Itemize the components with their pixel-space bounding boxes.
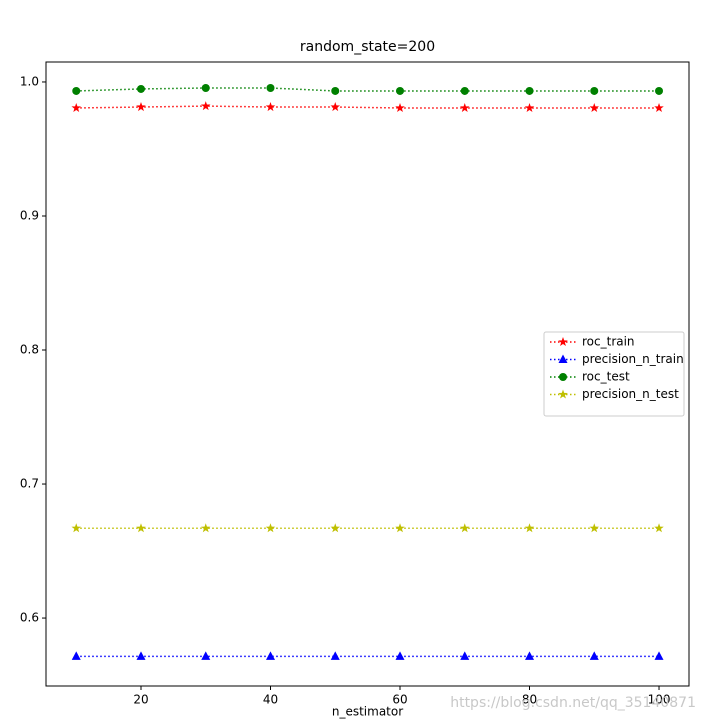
- marker: [71, 523, 81, 533]
- y-tick-label: 0.8: [20, 343, 39, 357]
- marker: [72, 86, 81, 95]
- marker: [396, 86, 405, 95]
- marker: [330, 523, 341, 533]
- marker: [200, 101, 211, 111]
- marker: [558, 337, 568, 347]
- x-axis-label: n_estimator: [332, 705, 403, 719]
- marker: [460, 102, 470, 113]
- marker: [395, 651, 405, 660]
- chart-title: random_state=200: [300, 39, 435, 55]
- marker: [330, 651, 340, 660]
- legend-label: roc_test: [582, 370, 630, 384]
- marker: [136, 523, 146, 533]
- marker: [460, 523, 470, 533]
- marker: [558, 354, 568, 363]
- marker: [460, 651, 470, 660]
- y-tick-label: 0.7: [20, 477, 39, 491]
- marker: [655, 86, 664, 95]
- marker: [559, 373, 567, 381]
- marker: [201, 651, 211, 660]
- marker: [654, 523, 664, 533]
- marker: [524, 523, 535, 533]
- marker: [654, 102, 664, 113]
- marker: [525, 86, 534, 95]
- x-tick-label: 80: [522, 693, 537, 707]
- y-tick-label: 0.9: [20, 208, 39, 222]
- x-tick-label: 100: [648, 693, 671, 707]
- marker: [136, 84, 145, 93]
- marker: [330, 102, 341, 112]
- marker: [589, 102, 600, 113]
- legend: roc_train precision_n_train roc_testprecis…: [543, 331, 685, 417]
- marker: [71, 651, 81, 660]
- marker: [589, 523, 600, 533]
- marker: [201, 84, 210, 92]
- marker: [590, 86, 599, 95]
- marker: [524, 102, 535, 113]
- x-tick-label: 20: [133, 693, 148, 707]
- plot-frame: [45, 61, 690, 687]
- marker: [136, 102, 146, 112]
- legend-label: precision_n_test: [582, 387, 679, 401]
- marker: [525, 651, 535, 660]
- marker: [265, 102, 276, 112]
- x-tick-label: 60: [392, 693, 407, 707]
- marker: [654, 651, 664, 660]
- marker: [71, 102, 81, 113]
- marker: [266, 84, 275, 92]
- y-tick-label: 0.6: [20, 611, 39, 625]
- marker: [460, 86, 469, 95]
- y-tick-label: 1.0: [20, 74, 39, 88]
- watermark: https://blog.csdn.net/qq_35140871: [450, 695, 696, 711]
- legend-label: roc_train: [582, 335, 635, 349]
- marker: [395, 102, 405, 113]
- series-line: [76, 87, 660, 92]
- marker: [331, 86, 340, 95]
- legend-box: [543, 331, 685, 417]
- marker: [265, 523, 276, 533]
- legend-label: precision_n_train: [582, 352, 684, 366]
- marker: [395, 523, 405, 533]
- marker: [558, 389, 568, 399]
- x-tick-label: 40: [263, 693, 278, 707]
- marker: [200, 523, 211, 533]
- series-line: [76, 105, 660, 109]
- marker: [136, 651, 146, 660]
- marker: [589, 651, 599, 660]
- marker: [265, 651, 275, 660]
